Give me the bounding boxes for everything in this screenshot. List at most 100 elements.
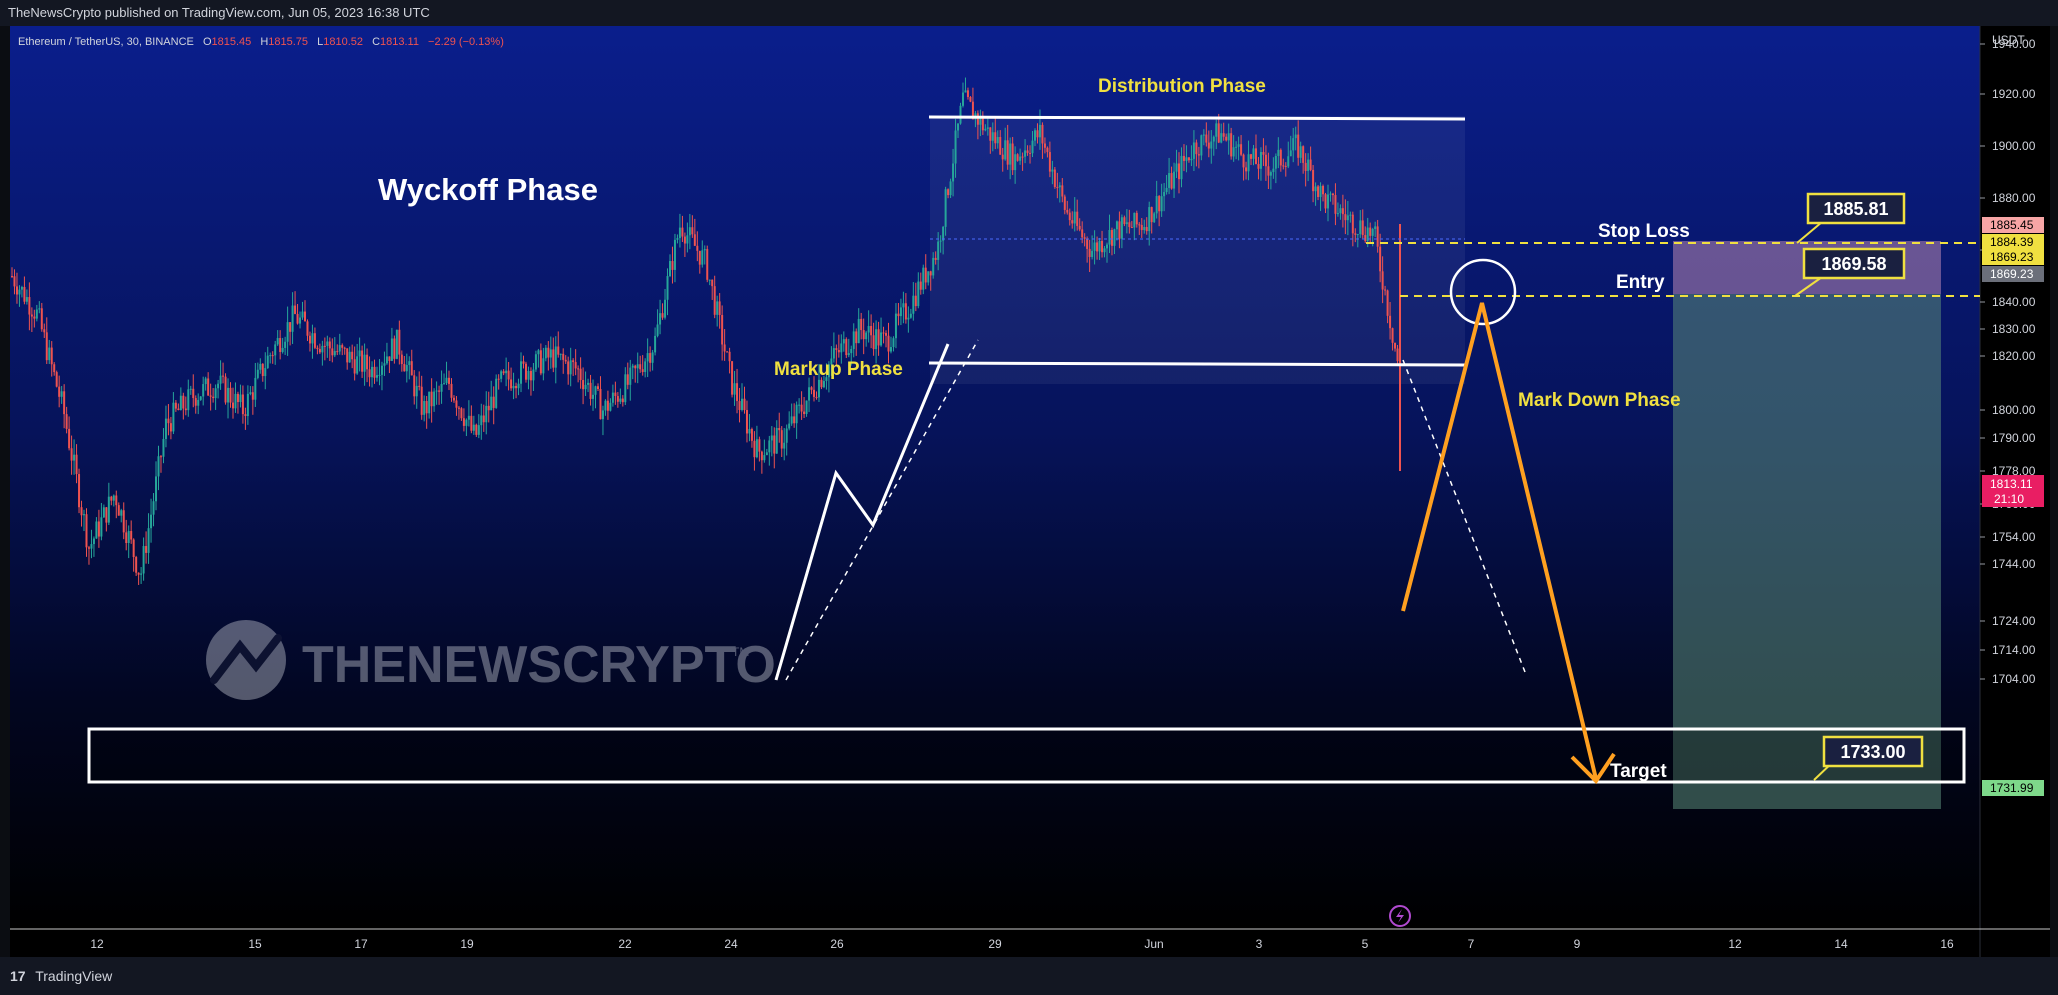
candle-body — [631, 365, 634, 368]
candle-body — [1173, 171, 1176, 189]
candle-body — [1299, 146, 1302, 158]
candle-body — [596, 386, 599, 389]
candle-body — [726, 351, 729, 353]
candle-body — [765, 452, 768, 456]
candle-body — [768, 440, 771, 453]
candle-body — [745, 410, 748, 434]
candle-body — [1058, 185, 1061, 188]
candle-body — [234, 393, 237, 409]
candle-body — [465, 419, 468, 426]
candle-body — [1334, 195, 1337, 214]
candle-body — [606, 400, 609, 411]
candle-body — [865, 332, 868, 340]
lightning-icon[interactable] — [1389, 905, 1411, 927]
candle-body — [145, 546, 148, 553]
candle-body — [537, 350, 540, 355]
candle-body — [641, 369, 644, 373]
x-tick-label: 12 — [1728, 937, 1742, 951]
y-tick-label: 1830.00 — [1992, 322, 2036, 336]
candle-body — [1227, 133, 1230, 141]
candle-body — [686, 235, 689, 244]
wyckoff-title: Wyckoff Phase — [378, 172, 598, 207]
x-tick-label: 15 — [248, 937, 262, 951]
candles — [11, 77, 1401, 585]
candle-body — [58, 386, 61, 397]
price-axis[interactable]: 1940.001920.001900.001880.001860.001840.… — [1980, 37, 2036, 686]
candle-body — [1356, 234, 1359, 236]
target-box — [87, 727, 1966, 784]
candle-body — [18, 289, 21, 295]
candle-body — [634, 365, 637, 369]
candle-body — [1202, 134, 1205, 136]
x-tick-label: 9 — [1574, 937, 1581, 951]
candle-body — [130, 531, 133, 540]
y-tick-label: 1778.00 — [1992, 464, 2036, 478]
candle-body — [534, 354, 537, 370]
candle-body — [924, 267, 927, 283]
candle-body — [1029, 152, 1032, 154]
candle-body — [1304, 162, 1307, 171]
candle-body — [800, 404, 803, 412]
candle-body — [847, 353, 850, 356]
x-tick-label: 22 — [618, 937, 632, 951]
candle-body — [1123, 217, 1126, 225]
candle-body — [961, 92, 964, 106]
candle-body — [661, 313, 664, 318]
candle-body — [1038, 124, 1041, 138]
y-tick-label: 1820.00 — [1992, 349, 2036, 363]
time-axis[interactable]: 12 15 17 19 22 24 26 29 Jun 3 5 7 9 12 14 16 — [90, 937, 1954, 951]
candle-body — [875, 329, 878, 350]
candle-body — [1326, 194, 1329, 209]
candle-body — [308, 335, 311, 344]
candle-body — [490, 396, 493, 411]
candle-body — [500, 371, 503, 379]
candle-body — [1001, 154, 1004, 160]
candle-body — [763, 455, 766, 461]
candle-body — [1133, 212, 1136, 228]
candle-body — [1066, 209, 1069, 213]
candle-body — [485, 405, 488, 423]
candle-body — [810, 387, 813, 390]
candle-body — [1217, 123, 1220, 143]
candle-body — [949, 181, 952, 196]
candle-body — [164, 418, 167, 439]
candle-body — [279, 338, 282, 352]
candle-body — [254, 377, 257, 400]
candle-body — [457, 407, 460, 409]
chart-canvas[interactable]: Ethereum / TetherUS, 30, BINANCE O1815.4… — [0, 26, 2058, 957]
candle-body — [55, 372, 58, 387]
candle-body — [438, 390, 441, 392]
candle-body — [236, 393, 239, 403]
candle-body — [718, 301, 721, 316]
candle-body — [1242, 154, 1245, 168]
price-badge-bg — [1982, 249, 2044, 265]
candle-body — [202, 384, 205, 397]
candle-body — [199, 396, 202, 400]
candle-body — [544, 347, 547, 359]
candle-body — [222, 375, 225, 377]
candle-body — [112, 495, 115, 501]
markdown-arrow-path — [1401, 302, 1598, 780]
candle-body — [87, 547, 90, 549]
tradingview-logo-icon[interactable]: 17 — [10, 968, 26, 984]
candle-body — [673, 239, 676, 270]
publish-header: TheNewsCrypto published on TradingView.c… — [0, 0, 2058, 26]
candle-body — [40, 308, 43, 330]
candle-body — [587, 382, 590, 385]
drawings — [87, 115, 1980, 785]
candle-body — [919, 281, 922, 290]
candle-body — [852, 331, 855, 349]
price-badge-label: 1813.11 — [1990, 477, 2033, 491]
candle-body — [1053, 169, 1056, 188]
tradingview-brand[interactable]: TradingView — [35, 968, 113, 984]
candle-body — [249, 392, 252, 394]
candle-body — [872, 335, 875, 350]
x-tick-label: 26 — [830, 937, 844, 951]
candle-body — [229, 387, 232, 403]
candle-body — [117, 505, 120, 516]
legend-h-value: 1815.75 — [268, 36, 308, 48]
candle-body — [1011, 143, 1014, 171]
candle-body — [1036, 130, 1039, 138]
candle-body — [795, 404, 798, 424]
